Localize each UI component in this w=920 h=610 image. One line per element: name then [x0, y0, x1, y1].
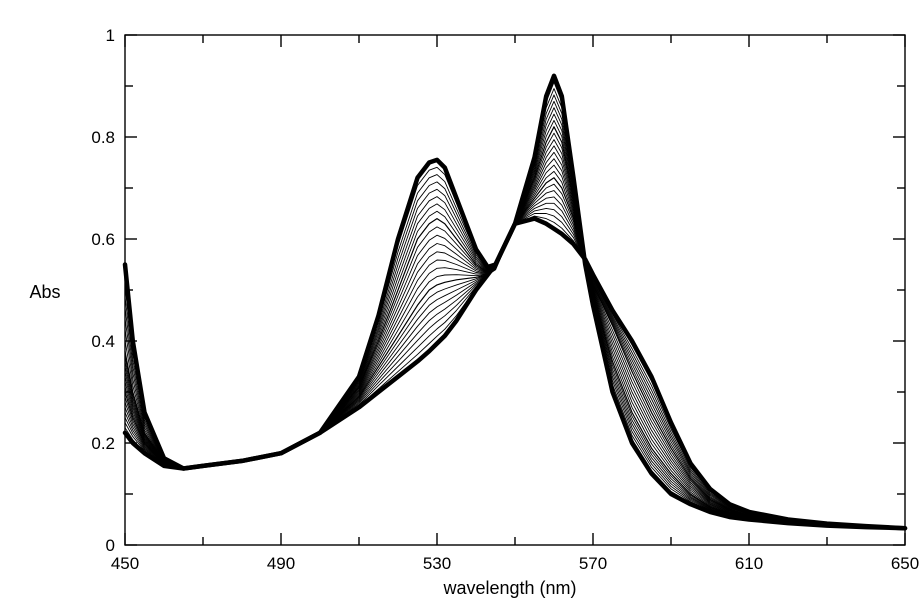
family-line	[124, 196, 906, 529]
y-tick-label: 0.2	[91, 434, 115, 453]
family-line	[124, 145, 906, 529]
series-line-2	[124, 126, 906, 529]
x-tick-label: 490	[267, 554, 295, 573]
x-tick-label: 570	[579, 554, 607, 573]
family-line	[124, 139, 906, 529]
y-tick-label: 1	[106, 26, 115, 45]
axis-ticks	[124, 34, 906, 546]
series-line-4	[122, 216, 908, 531]
family-line	[124, 94, 906, 529]
y-tick-label: 0.4	[91, 332, 115, 351]
series-group	[122, 73, 908, 531]
x-tick-label: 450	[111, 554, 139, 573]
family-line	[124, 100, 906, 529]
family-line	[124, 215, 906, 529]
x-tick-label: 530	[423, 554, 451, 573]
axis-tick-labels: 450 490 530 570 610 650 0 0.2 0.4 0.6 0.8 1	[91, 26, 919, 573]
family-line	[124, 207, 906, 529]
x-tick-label: 650	[891, 554, 919, 573]
family-line	[124, 119, 906, 529]
x-tick-label: 610	[735, 554, 763, 573]
family-line	[124, 183, 906, 529]
y-tick-label: 0.8	[91, 128, 115, 147]
family-line	[124, 190, 906, 529]
family-line	[124, 213, 906, 529]
y-tick-label: 0	[106, 536, 115, 555]
y-axis-title: Abs	[29, 282, 60, 302]
x-axis-title: wavelength (nm)	[442, 578, 576, 598]
y-tick-label: 0.6	[91, 230, 115, 249]
series-line-3	[124, 177, 906, 529]
family-line	[124, 132, 906, 529]
family-line	[124, 113, 906, 529]
plot-frame	[124, 34, 906, 546]
family-line	[124, 202, 906, 529]
family-line	[124, 151, 906, 529]
family-line	[124, 107, 906, 529]
family-line	[124, 158, 906, 529]
